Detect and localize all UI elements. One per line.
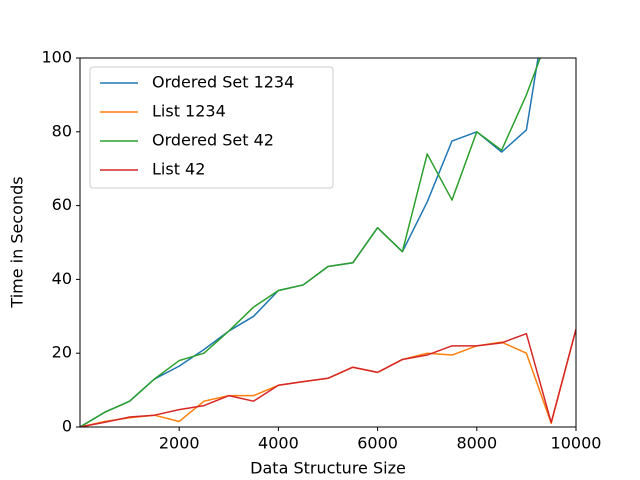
legend: Ordered Set 1234 List 1234 Ordered Set 42 L…: [89, 66, 334, 189]
legend-box: [89, 66, 334, 189]
y-tick-label: 0: [62, 417, 72, 436]
series-line: [80, 58, 541, 427]
x-tick-label: 6000: [357, 434, 398, 453]
y-tick-label: 60: [52, 195, 72, 214]
y-tick-label: 100: [41, 48, 72, 67]
series-line: [80, 329, 576, 427]
legend-label: List 42: [152, 160, 205, 179]
y-tick-label: 40: [52, 269, 72, 288]
x-tick-label: 2000: [159, 434, 200, 453]
plot-lines: [80, 58, 576, 427]
legend-label: List 1234: [152, 102, 226, 121]
y-tick-label: 20: [52, 343, 72, 362]
legend-label: Ordered Set 1234: [152, 73, 294, 92]
y-tick-label: 80: [52, 121, 72, 140]
series-line: [80, 58, 539, 427]
x-axis-label: Data Structure Size: [250, 459, 406, 478]
legend-label: Ordered Set 42: [152, 131, 274, 150]
plot-frame: [79, 57, 577, 428]
x-tick-label: 4000: [258, 434, 299, 453]
x-tick-label: 8000: [456, 434, 497, 453]
x-tick-label: 10000: [551, 434, 602, 453]
y-axis-label: Time in Seconds: [8, 176, 27, 308]
